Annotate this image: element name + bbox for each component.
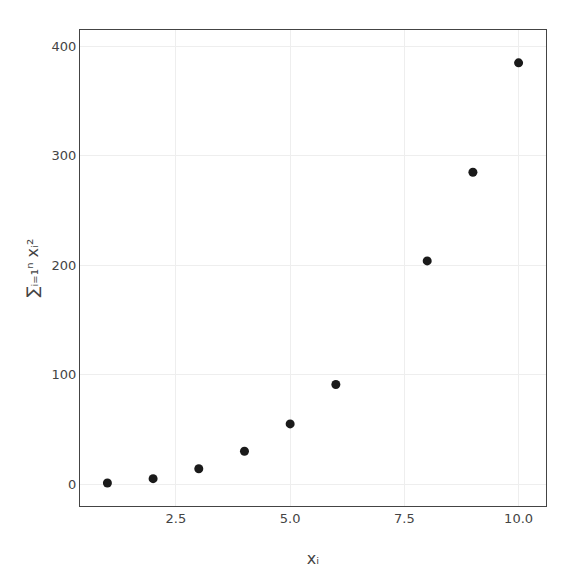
svg-text:200: 200 (52, 258, 77, 273)
svg-text:400: 400 (52, 39, 77, 54)
svg-text:2.5: 2.5 (166, 511, 187, 526)
svg-text:7.5: 7.5 (394, 511, 415, 526)
svg-text:5.0: 5.0 (280, 511, 301, 526)
svg-text:10.0: 10.0 (504, 511, 533, 526)
svg-text:100: 100 (52, 367, 77, 382)
svg-text:300: 300 (52, 148, 77, 163)
svg-text:0: 0 (68, 477, 76, 492)
svg-text:xᵢ: xᵢ (307, 549, 319, 568)
svg-text:∑ᵢ₌₁ⁿ xᵢ²: ∑ᵢ₌₁ⁿ xᵢ² (23, 239, 42, 298)
